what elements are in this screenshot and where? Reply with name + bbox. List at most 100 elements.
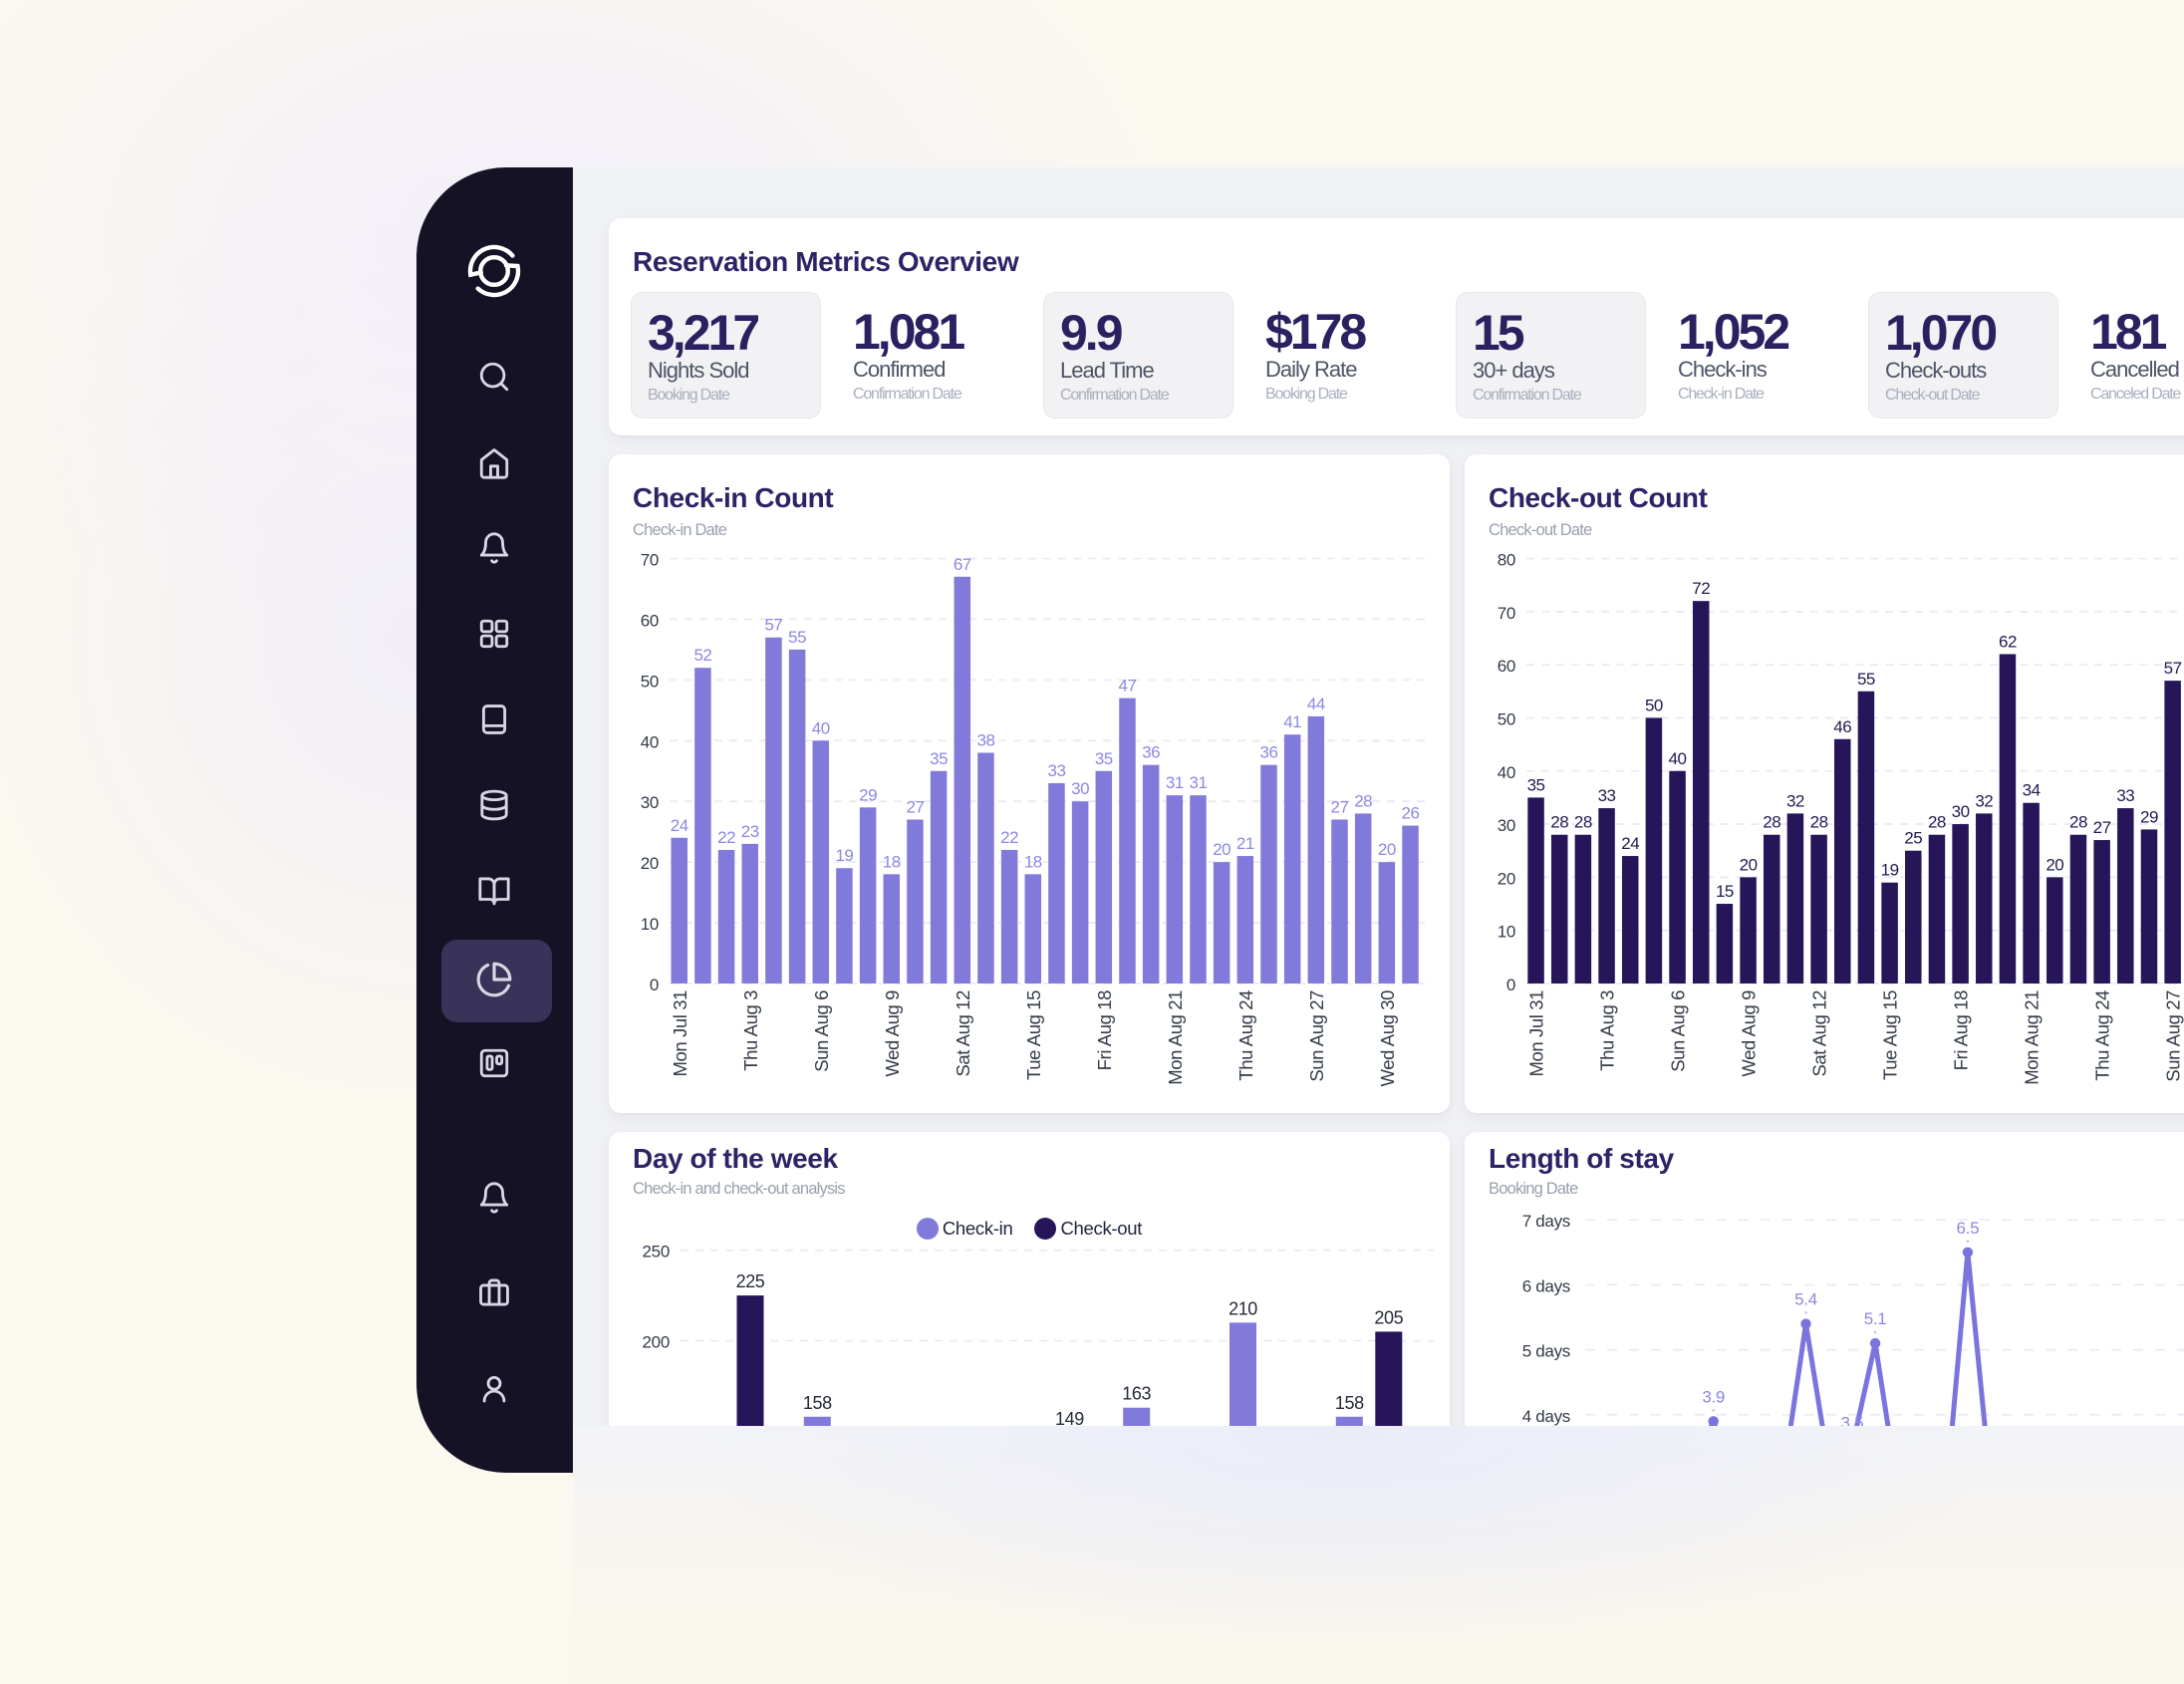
svg-text:50: 50: [641, 672, 659, 691]
svg-text:18: 18: [883, 852, 901, 871]
svg-text:36: 36: [1142, 743, 1160, 762]
svg-text:Sat Aug 12: Sat Aug 12: [1809, 990, 1830, 1077]
svg-text:38: 38: [976, 730, 994, 749]
svg-text:25: 25: [1904, 829, 1922, 848]
svg-text:Tue Aug 15: Tue Aug 15: [1023, 990, 1044, 1080]
svg-text:28: 28: [1550, 813, 1568, 832]
svg-text:200: 200: [643, 1333, 670, 1352]
svg-text:50: 50: [1498, 709, 1515, 728]
svg-text:50: 50: [1645, 696, 1663, 714]
svg-text:5.4: 5.4: [1794, 1290, 1817, 1309]
svg-text:30: 30: [1952, 802, 1970, 821]
svg-text:158: 158: [1335, 1393, 1364, 1413]
svg-text:149: 149: [1055, 1409, 1084, 1426]
svg-text:3.5: 3.5: [1841, 1413, 1864, 1426]
svg-text:Sun Aug 6: Sun Aug 6: [1668, 990, 1689, 1072]
svg-text:210: 210: [1228, 1298, 1257, 1318]
svg-text:30: 30: [641, 793, 659, 812]
svg-text:28: 28: [2069, 813, 2087, 832]
svg-text:3.9: 3.9: [1702, 1387, 1725, 1406]
svg-text:40: 40: [641, 732, 659, 751]
svg-text:19: 19: [835, 846, 853, 865]
svg-text:Fri Aug 18: Fri Aug 18: [1094, 990, 1115, 1070]
svg-text:35: 35: [1527, 775, 1545, 794]
svg-text:24: 24: [671, 816, 688, 835]
svg-text:22: 22: [717, 828, 735, 847]
svg-text:70: 70: [1498, 604, 1515, 623]
svg-text:Sun Aug 27: Sun Aug 27: [1306, 990, 1327, 1082]
svg-text:150: 150: [643, 1423, 670, 1426]
svg-text:31: 31: [1166, 773, 1184, 792]
svg-text:20: 20: [1498, 869, 1515, 888]
svg-text:6.5: 6.5: [1957, 1219, 1980, 1238]
svg-text:33: 33: [1048, 761, 1066, 780]
svg-text:7 days: 7 days: [1522, 1212, 1570, 1231]
svg-text:22: 22: [1000, 828, 1018, 847]
svg-text:Mon Jul 31: Mon Jul 31: [1526, 990, 1547, 1077]
svg-text:30: 30: [1071, 779, 1089, 798]
svg-text:29: 29: [859, 785, 877, 804]
svg-text:32: 32: [1975, 791, 1993, 810]
svg-text:20: 20: [1378, 840, 1396, 859]
svg-text:225: 225: [736, 1271, 765, 1291]
svg-text:Thu Aug 3: Thu Aug 3: [1597, 990, 1618, 1071]
svg-text:6 days: 6 days: [1522, 1276, 1570, 1295]
svg-text:35: 35: [930, 749, 948, 768]
svg-text:Fri Aug 18: Fri Aug 18: [1951, 990, 1972, 1070]
svg-text:72: 72: [1692, 579, 1710, 598]
svg-text:80: 80: [1498, 551, 1515, 570]
svg-text:46: 46: [1833, 717, 1851, 736]
svg-text:28: 28: [1810, 813, 1828, 832]
svg-text:57: 57: [2164, 659, 2182, 678]
svg-text:24: 24: [1621, 834, 1639, 853]
svg-text:163: 163: [1122, 1384, 1151, 1404]
svg-text:57: 57: [764, 616, 782, 635]
svg-text:62: 62: [1999, 632, 2017, 651]
svg-text:27: 27: [906, 797, 924, 816]
svg-text:27: 27: [1331, 797, 1349, 816]
svg-text:35: 35: [1095, 749, 1113, 768]
svg-text:28: 28: [1763, 813, 1780, 832]
svg-text:Sun Aug 6: Sun Aug 6: [811, 990, 832, 1072]
svg-text:Wed Aug 9: Wed Aug 9: [1739, 990, 1760, 1077]
svg-text:15: 15: [1716, 882, 1734, 901]
svg-text:Sat Aug 12: Sat Aug 12: [953, 990, 973, 1077]
svg-text:60: 60: [1498, 657, 1515, 676]
svg-text:Mon Jul 31: Mon Jul 31: [670, 990, 690, 1077]
svg-text:Wed Aug 30: Wed Aug 30: [1377, 990, 1398, 1087]
svg-text:0: 0: [650, 976, 659, 994]
svg-text:36: 36: [1260, 743, 1278, 762]
svg-text:Wed Aug 9: Wed Aug 9: [882, 990, 903, 1077]
svg-text:23: 23: [741, 822, 759, 841]
svg-text:28: 28: [1574, 813, 1592, 832]
svg-text:67: 67: [954, 555, 971, 574]
svg-text:18: 18: [1024, 852, 1042, 871]
svg-text:40: 40: [812, 718, 830, 737]
svg-text:55: 55: [1857, 670, 1875, 689]
svg-text:158: 158: [803, 1393, 832, 1413]
svg-text:20: 20: [641, 854, 659, 873]
svg-text:31: 31: [1190, 773, 1208, 792]
svg-text:20: 20: [1740, 855, 1758, 874]
svg-text:Tue Aug 15: Tue Aug 15: [1880, 990, 1901, 1080]
svg-text:Thu Aug 24: Thu Aug 24: [2092, 990, 2113, 1081]
svg-text:60: 60: [641, 611, 659, 630]
svg-text:30: 30: [1498, 816, 1515, 835]
svg-text:41: 41: [1283, 712, 1301, 731]
svg-text:40: 40: [1669, 749, 1687, 768]
svg-text:250: 250: [643, 1243, 670, 1262]
svg-text:4 days: 4 days: [1522, 1407, 1570, 1426]
svg-text:0: 0: [1506, 976, 1515, 994]
svg-text:44: 44: [1307, 695, 1325, 713]
svg-text:27: 27: [2093, 818, 2111, 837]
svg-text:26: 26: [1402, 804, 1420, 823]
svg-text:34: 34: [2023, 781, 2041, 800]
svg-text:205: 205: [1374, 1307, 1403, 1327]
svg-text:20: 20: [1213, 840, 1230, 859]
svg-text:28: 28: [1354, 791, 1372, 810]
svg-text:Mon Aug 21: Mon Aug 21: [1165, 990, 1186, 1085]
svg-text:5.1: 5.1: [1864, 1309, 1887, 1328]
svg-text:29: 29: [2140, 807, 2158, 826]
svg-text:40: 40: [1498, 763, 1515, 782]
svg-text:10: 10: [1498, 923, 1515, 942]
